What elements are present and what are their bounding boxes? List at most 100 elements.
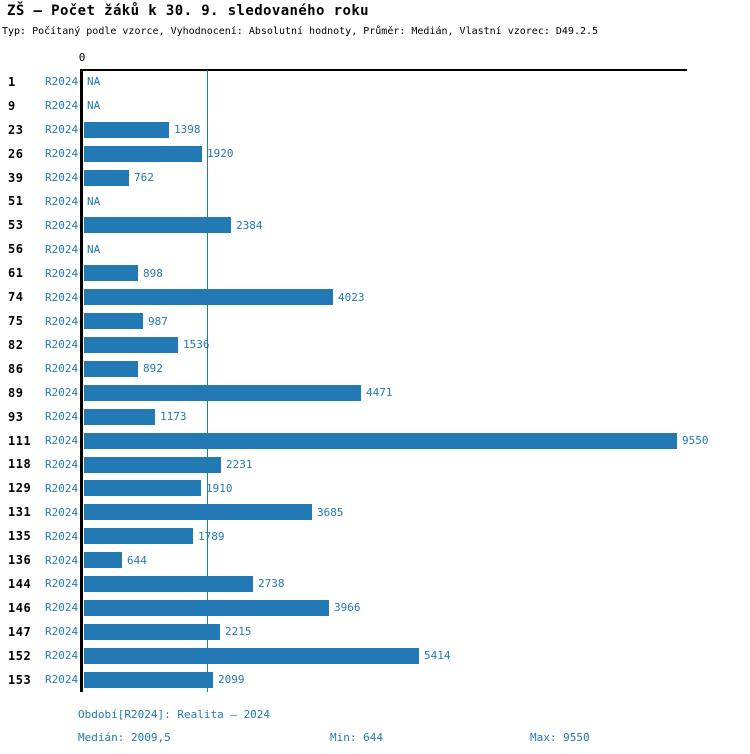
bar-value-label: 1398 xyxy=(174,123,201,137)
row-period-label: R2024 xyxy=(45,529,79,543)
row-category-label: 75 xyxy=(8,314,24,329)
row-category-label: 89 xyxy=(8,385,24,400)
value-bar[interactable] xyxy=(84,599,329,616)
row-period-label: R2024 xyxy=(45,75,79,89)
row-category-label: 23 xyxy=(8,122,24,137)
row-period-label: R2024 xyxy=(45,266,79,280)
value-bar[interactable] xyxy=(84,145,202,162)
value-bar[interactable] xyxy=(84,504,312,521)
row-period-label: R2024 xyxy=(45,314,79,328)
chart-row: 26 R2024 1920 xyxy=(0,142,750,166)
value-bar[interactable] xyxy=(84,576,253,593)
chart-row: 147 R2024 2215 xyxy=(0,620,750,644)
footer-period-label: Období[R2024]: Realita – 2024 xyxy=(78,708,271,721)
y-axis-line xyxy=(80,69,83,692)
value-bar[interactable] xyxy=(84,313,143,330)
x-axis-line xyxy=(80,69,687,71)
chart-row: 1 R2024 NA xyxy=(0,70,750,94)
value-bar[interactable] xyxy=(84,623,220,640)
bar-value-label: 3685 xyxy=(317,505,344,519)
bar-value-label: 9550 xyxy=(682,434,709,448)
row-period-label: R2024 xyxy=(45,290,79,304)
row-period-label: R2024 xyxy=(45,123,79,137)
bar-value-label: 4023 xyxy=(338,290,365,304)
chart-row: 82 R2024 1536 xyxy=(0,333,750,357)
row-category-label: 61 xyxy=(8,266,24,281)
value-bar[interactable] xyxy=(84,432,677,449)
chart-row: 136 R2024 644 xyxy=(0,548,750,572)
row-period-label: R2024 xyxy=(45,649,79,663)
bar-value-label: 892 xyxy=(143,362,163,376)
row-category-label: 86 xyxy=(8,361,24,376)
value-bar[interactable] xyxy=(84,671,213,688)
chart-row: 93 R2024 1173 xyxy=(0,405,750,429)
row-period-label: R2024 xyxy=(45,386,79,400)
value-bar[interactable] xyxy=(84,408,155,425)
chart-row: 23 R2024 1398 xyxy=(0,118,750,142)
chart-row: 111 R2024 9550 xyxy=(0,429,750,453)
row-category-label: 147 xyxy=(8,624,32,639)
value-bar[interactable] xyxy=(84,217,231,234)
chart-row: 89 R2024 4471 xyxy=(0,381,750,405)
value-bar[interactable] xyxy=(84,647,419,664)
value-bar[interactable] xyxy=(84,265,138,282)
chart-row: 75 R2024 987 xyxy=(0,309,750,333)
bar-value-label: 2215 xyxy=(225,625,252,639)
bar-value-label: 1173 xyxy=(160,410,187,424)
row-category-label: 111 xyxy=(8,433,32,448)
value-bar[interactable] xyxy=(84,336,178,353)
chart-row: 135 R2024 1789 xyxy=(0,524,750,548)
row-period-label: R2024 xyxy=(45,171,79,185)
row-period-label: R2024 xyxy=(45,601,79,615)
row-period-label: R2024 xyxy=(45,362,79,376)
bar-value-label: 644 xyxy=(127,553,147,567)
bar-value-label: 762 xyxy=(134,171,154,185)
chart-row: 153 R2024 2099 xyxy=(0,668,750,692)
row-category-label: 51 xyxy=(8,194,24,209)
chart-subtitle: Typ: Počítaný podle vzorce, Vyhodnocení:… xyxy=(2,26,599,37)
row-period-label: R2024 xyxy=(45,147,79,161)
row-category-label: 146 xyxy=(8,600,32,615)
row-period-label: R2024 xyxy=(45,410,79,424)
bar-value-label: 4471 xyxy=(366,386,393,400)
row-category-label: 74 xyxy=(8,290,24,305)
footer-min-label: Min: 644 xyxy=(330,731,383,744)
bar-value-label: 898 xyxy=(143,266,163,280)
chart-row: 146 R2024 3966 xyxy=(0,596,750,620)
value-bar[interactable] xyxy=(84,456,221,473)
chart-row: 61 R2024 898 xyxy=(0,261,750,285)
row-period-label: R2024 xyxy=(45,577,79,591)
value-bar[interactable] xyxy=(84,480,201,497)
value-bar[interactable] xyxy=(84,289,333,306)
row-period-label: R2024 xyxy=(45,194,79,208)
value-bar[interactable] xyxy=(84,384,361,401)
value-bar[interactable] xyxy=(84,169,129,186)
row-period-label: R2024 xyxy=(45,457,79,471)
value-bar[interactable] xyxy=(84,360,138,377)
row-category-label: 26 xyxy=(8,146,24,161)
row-category-label: 1 xyxy=(8,74,16,89)
row-period-label: R2024 xyxy=(45,625,79,639)
row-period-label: R2024 xyxy=(45,673,79,687)
row-category-label: 118 xyxy=(8,457,32,472)
value-bar[interactable] xyxy=(84,552,122,569)
row-category-label: 53 xyxy=(8,218,24,233)
row-period-label: R2024 xyxy=(45,505,79,519)
chart-row: 118 R2024 2231 xyxy=(0,453,750,477)
row-category-label: 153 xyxy=(8,672,32,687)
value-bar[interactable] xyxy=(84,528,193,545)
bar-value-label: 2231 xyxy=(226,457,253,471)
chart-row: 152 R2024 5414 xyxy=(0,644,750,668)
row-category-label: 39 xyxy=(8,170,24,185)
axis-zero-label: 0 xyxy=(78,51,86,64)
bar-value-label: 1536 xyxy=(183,338,210,352)
value-bar[interactable] xyxy=(84,121,169,138)
bar-value-label: 1910 xyxy=(206,481,233,495)
chart-row: 53 R2024 2384 xyxy=(0,213,750,237)
chart-row: 39 R2024 762 xyxy=(0,166,750,190)
bar-value-label: 2738 xyxy=(258,577,285,591)
bar-value-label: 2384 xyxy=(236,218,263,232)
row-period-label: R2024 xyxy=(45,338,79,352)
chart-row: 129 R2024 1910 xyxy=(0,476,750,500)
